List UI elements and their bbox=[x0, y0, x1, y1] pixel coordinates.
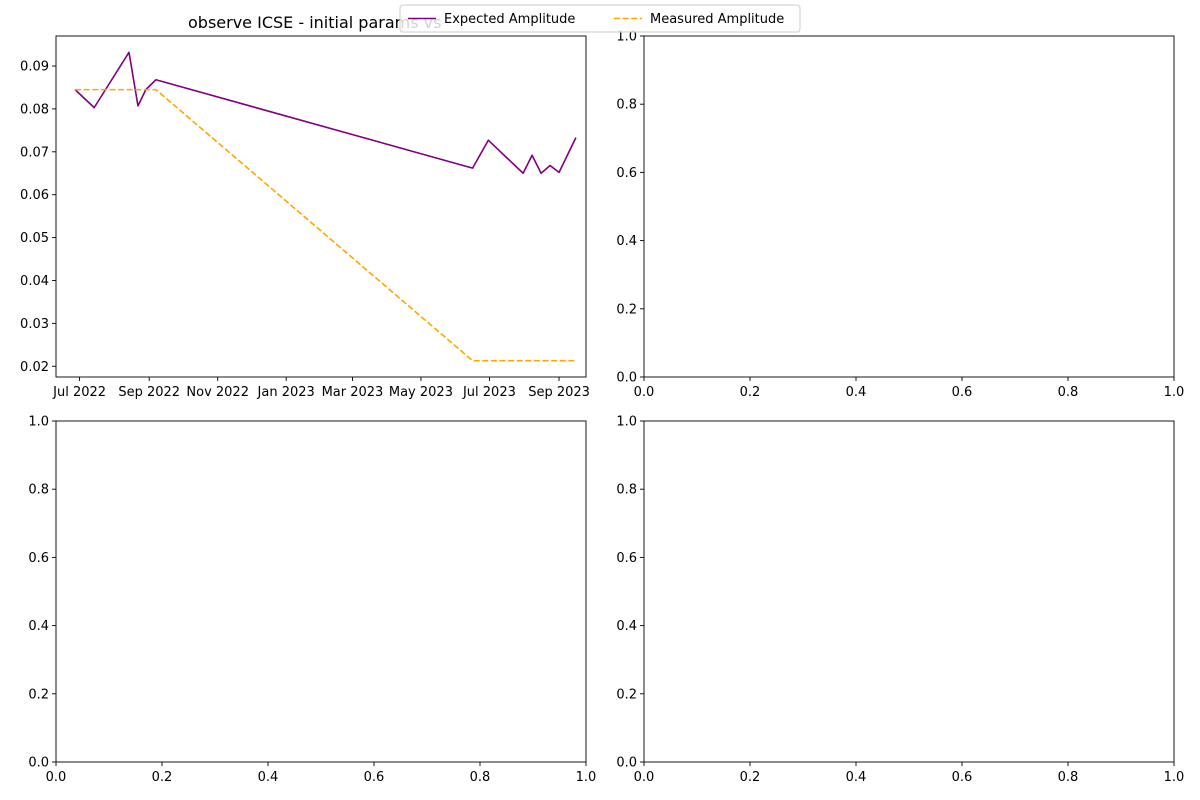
x-tick-label: 0.2 bbox=[152, 770, 173, 785]
x-tick-label: 0.4 bbox=[846, 770, 867, 785]
y-tick-label: 0.07 bbox=[20, 145, 49, 160]
y-tick-label: 0.0 bbox=[28, 756, 49, 771]
legend-label: Expected Amplitude bbox=[444, 12, 575, 27]
y-tick-label: 0.09 bbox=[20, 60, 49, 75]
x-tick-label: Jul 2023 bbox=[462, 385, 516, 400]
x-tick-label: 0.8 bbox=[1058, 385, 1079, 400]
y-tick-label: 0.0 bbox=[616, 371, 637, 386]
y-tick-label: 0.04 bbox=[20, 274, 49, 289]
y-tick-label: 0.6 bbox=[616, 166, 637, 181]
x-tick-label: 0.6 bbox=[952, 385, 973, 400]
x-tick-label: Jan 2023 bbox=[257, 385, 315, 400]
axes-frame bbox=[643, 35, 1175, 378]
y-tick-label: 0.8 bbox=[616, 98, 637, 113]
x-tick-label: 0.4 bbox=[258, 770, 279, 785]
y-tick-label: 0.0 bbox=[616, 756, 637, 771]
y-tick-label: 0.4 bbox=[616, 234, 637, 249]
y-tick-label: 0.2 bbox=[28, 687, 49, 702]
axes-frame bbox=[55, 35, 587, 378]
y-tick-label: 0.8 bbox=[616, 483, 637, 498]
chart-2: 0.0 0.2 0.4 0.6 0.8 1.0 0.0 0.2 0.4 0.6 0.8 1.0 bbox=[616, 30, 1184, 401]
x-tick-label: 0.0 bbox=[46, 770, 67, 785]
x-tick-label: 0.8 bbox=[470, 770, 491, 785]
y-tick-label: 0.2 bbox=[616, 302, 637, 317]
y-tick-label: 0.06 bbox=[20, 188, 49, 203]
x-tick-label: Jul 2022 bbox=[52, 385, 106, 400]
chart-title: observe ICSE - initial params vs bbox=[188, 13, 441, 32]
legend-label: Measured Amplitude bbox=[650, 12, 784, 27]
y-tick-label: 0.05 bbox=[20, 231, 49, 246]
x-tick-label: 0.0 bbox=[634, 770, 655, 785]
x-tick-label: 0.6 bbox=[364, 770, 385, 785]
series-line-2 bbox=[75, 88, 576, 362]
x-tick-label: Sep 2023 bbox=[528, 385, 590, 400]
y-tick-label: 0.4 bbox=[616, 619, 637, 634]
y-tick-label: 0.4 bbox=[28, 619, 49, 634]
y-tick-label: 1.0 bbox=[28, 415, 49, 430]
chart-4: 0.0 0.2 0.4 0.6 0.8 1.0 0.0 0.2 0.4 0.6 0.8 1.0 bbox=[616, 415, 1184, 786]
y-tick-label: 0.6 bbox=[28, 551, 49, 566]
x-tick-label: Nov 2022 bbox=[186, 385, 249, 400]
axes-frame bbox=[643, 420, 1175, 763]
axes-frame bbox=[55, 420, 587, 763]
x-tick-label: 0.2 bbox=[740, 385, 761, 400]
y-tick-label: 1.0 bbox=[616, 415, 637, 430]
chart-3: 0.0 0.2 0.4 0.6 0.8 1.0 0.0 0.2 0.4 0.6 0.8 1.0 bbox=[28, 415, 596, 786]
x-tick-label: 0.4 bbox=[846, 385, 867, 400]
series-line-1 bbox=[74, 51, 577, 175]
y-tick-label: 0.02 bbox=[20, 360, 49, 375]
x-tick-label: 0.8 bbox=[1058, 770, 1079, 785]
y-tick-label: 0.08 bbox=[20, 102, 49, 117]
y-tick-label: 0.8 bbox=[28, 483, 49, 498]
x-tick-label: Mar 2023 bbox=[322, 385, 384, 400]
y-tick-label: 0.03 bbox=[20, 317, 49, 332]
y-tick-label: 0.6 bbox=[616, 551, 637, 566]
chart-1: Jul 2022 Sep 2022 Nov 2022 Jan 2023 Mar 2023… bbox=[20, 13, 590, 400]
legend: Expected Amplitude Measured Amplitude bbox=[399, 4, 801, 33]
x-tick-label: May 2023 bbox=[389, 385, 453, 400]
x-tick-label: 1.0 bbox=[1164, 770, 1185, 785]
x-tick-label: Sep 2022 bbox=[118, 385, 180, 400]
x-tick-label: 1.0 bbox=[1164, 385, 1185, 400]
x-tick-label: 1.0 bbox=[576, 770, 597, 785]
legend-box bbox=[399, 4, 801, 33]
x-tick-label: 0.6 bbox=[952, 770, 973, 785]
x-tick-label: 0.0 bbox=[634, 385, 655, 400]
x-tick-label: 0.2 bbox=[740, 770, 761, 785]
y-tick-label: 0.2 bbox=[616, 687, 637, 702]
y-tick-label: 1.0 bbox=[616, 30, 637, 45]
